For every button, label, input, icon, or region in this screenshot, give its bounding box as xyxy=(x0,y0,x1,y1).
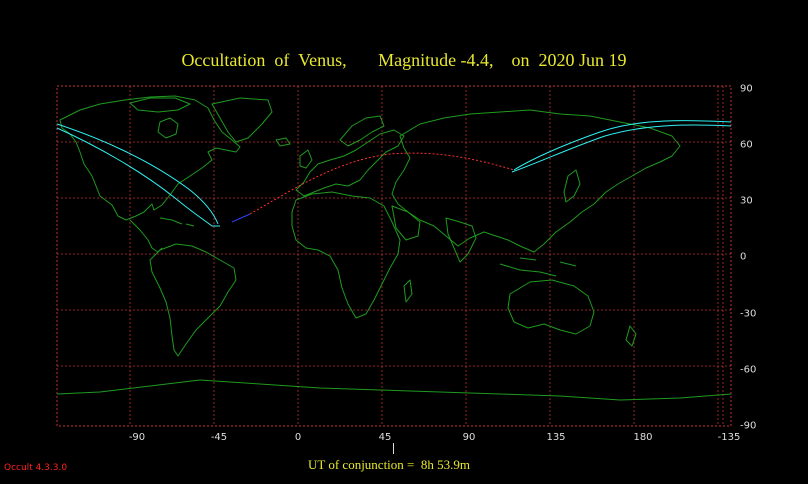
coast-indonesia xyxy=(499,257,577,277)
map-title: Occultation of Venus, Magnitude -4.4, on… xyxy=(181,50,627,70)
coast-central-america xyxy=(129,219,163,253)
version-label: Occult 4.3.3.0 xyxy=(4,463,68,473)
coast-hudson-bay xyxy=(157,117,179,139)
path-west-south xyxy=(56,127,220,227)
coast-arabia xyxy=(391,205,421,241)
lat-tick-30: 30 xyxy=(740,195,753,207)
path-east-south xyxy=(511,124,732,173)
coast-greenland xyxy=(211,97,273,143)
coast-scandinavia xyxy=(339,115,385,147)
lon-tick-135: 135 xyxy=(546,432,566,443)
coast-europe xyxy=(295,129,405,197)
occultation-path xyxy=(56,120,732,227)
coast-antarctica xyxy=(56,379,732,401)
conjunction-track-blue xyxy=(231,213,251,223)
coast-new-zealand xyxy=(625,325,637,347)
lon-tick-90: 90 xyxy=(462,432,476,443)
lon-tick-180: 180 xyxy=(633,432,653,443)
path-west-north xyxy=(56,123,219,225)
coastlines xyxy=(56,95,732,401)
conjunction-track xyxy=(249,152,515,215)
coast-south-america xyxy=(149,243,237,357)
map-frame xyxy=(56,85,732,427)
lon-tick-45: 45 xyxy=(378,432,392,443)
lat-tick-0: 0 xyxy=(740,251,747,263)
coast-australia xyxy=(507,279,595,335)
coast-africa xyxy=(291,191,401,319)
lat-tick-minus-30: -30 xyxy=(740,308,757,320)
conjunction-label: UT of conjunction = 8h 53.9m xyxy=(308,457,470,472)
lon-tick-minus-45: -45 xyxy=(210,432,228,443)
lat-tick-minus-60: -60 xyxy=(740,364,757,376)
coast-british-isles xyxy=(299,149,313,169)
lon-tick-minus-90: -90 xyxy=(128,432,146,443)
coast-arctic-islands xyxy=(129,97,191,113)
lat-tick-60: 60 xyxy=(740,139,753,151)
coast-north-america xyxy=(59,95,241,221)
lon-tick-0: 0 xyxy=(294,432,302,443)
lat-tick-90: 90 xyxy=(740,83,753,95)
graticule xyxy=(57,86,731,426)
lon-tick-minus-135: -135 xyxy=(717,432,741,443)
path-east-north xyxy=(513,120,732,171)
lat-tick-minus-90: -90 xyxy=(740,420,757,432)
coast-caribbean xyxy=(159,217,195,227)
coast-madagascar xyxy=(403,279,413,303)
conjunction-marker xyxy=(393,443,394,454)
coast-iceland xyxy=(275,137,291,147)
coast-asia xyxy=(391,109,681,253)
coast-india xyxy=(445,217,477,263)
coast-japan xyxy=(563,169,581,203)
